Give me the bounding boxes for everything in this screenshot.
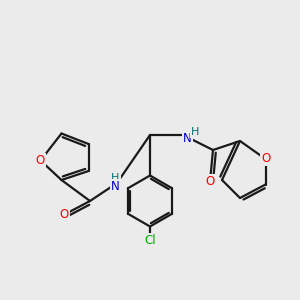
Text: Cl: Cl xyxy=(144,233,156,247)
Text: O: O xyxy=(206,175,214,188)
Text: H: H xyxy=(111,172,120,183)
Text: O: O xyxy=(36,154,45,167)
Text: O: O xyxy=(261,152,270,166)
Text: N: N xyxy=(111,179,120,193)
Text: H: H xyxy=(191,127,199,137)
Text: N: N xyxy=(183,131,192,145)
Text: O: O xyxy=(60,208,69,221)
